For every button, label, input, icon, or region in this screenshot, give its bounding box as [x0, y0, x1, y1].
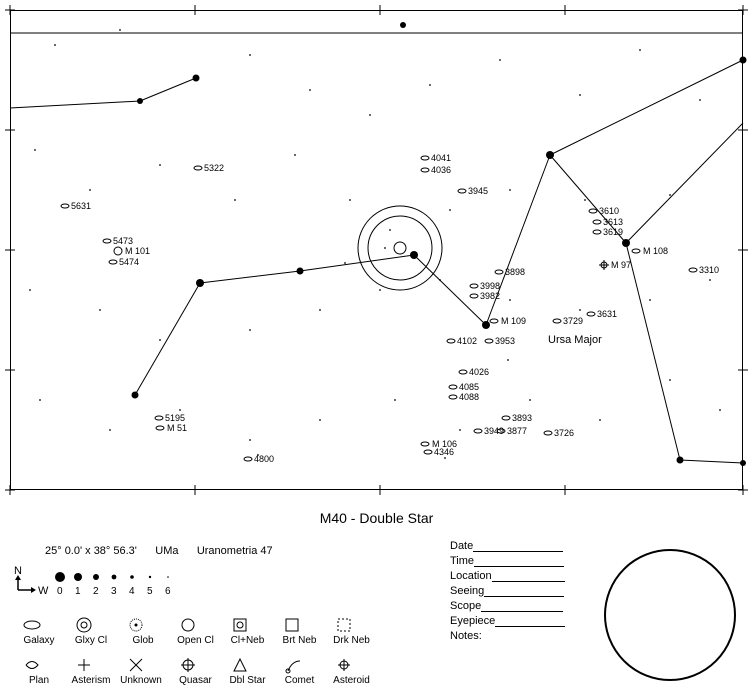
svg-text:M 109: M 109: [501, 316, 526, 326]
svg-text:3949: 3949: [484, 426, 504, 436]
svg-text:M 108: M 108: [643, 246, 668, 256]
form-location: Location: [450, 570, 565, 582]
svg-text:4026: 4026: [469, 367, 489, 377]
svg-text:4085: 4085: [459, 382, 479, 392]
svg-text:4102: 4102: [457, 336, 477, 346]
svg-text:3610: 3610: [599, 206, 619, 216]
svg-text:3953: 3953: [495, 336, 515, 346]
svg-text:6: 6: [165, 586, 171, 597]
svg-text:3945: 3945: [468, 186, 488, 196]
svg-text:3613: 3613: [603, 217, 623, 227]
svg-text:4088: 4088: [459, 392, 479, 402]
observation-circle: [600, 540, 750, 690]
leg-asteroid: Asteroid: [324, 675, 379, 686]
leg-dblstar: Dbl Star: [220, 675, 275, 686]
svg-text:5: 5: [147, 586, 153, 597]
svg-text:M 106: M 106: [432, 439, 457, 449]
const-abbr: UMa: [155, 545, 178, 557]
svg-text:4: 4: [129, 586, 135, 597]
leg-glob: Glob: [118, 635, 168, 646]
leg-galaxy: Galaxy: [14, 635, 64, 646]
svg-text:3893: 3893: [512, 413, 532, 423]
svg-text:M 97: M 97: [611, 260, 631, 270]
svg-text:4800: 4800: [254, 454, 274, 464]
form-scope: Scope: [450, 600, 563, 612]
coords-label: 25° 0.0' x 38° 56.3' UMa Uranometria 47: [45, 545, 273, 557]
leg-comet: Comet: [272, 675, 327, 686]
form-eyepiece: Eyepiece: [450, 615, 565, 627]
svg-text:2: 2: [93, 586, 99, 597]
compass-w: W: [38, 585, 49, 597]
svg-text:1: 1: [75, 586, 81, 597]
svg-text:3877: 3877: [507, 426, 527, 436]
compass-mag-scale: N W 0 1 2 3 4 5 6: [12, 562, 212, 612]
svg-text:3: 3: [111, 586, 117, 597]
leg-unknown: Unknown: [112, 675, 170, 686]
leg-brtneb: Brt Neb: [272, 635, 327, 646]
form-seeing: Seeing: [450, 585, 564, 597]
leg-opencl: Open Cl: [168, 635, 223, 646]
svg-text:3310: 3310: [699, 265, 719, 275]
svg-text:5322: 5322: [204, 163, 224, 173]
svg-text:4036: 4036: [431, 165, 451, 175]
chart-svg: 5631 5322 5473 5474 5195 4041 4036 3945 36103613…: [0, 0, 753, 500]
svg-text:5631: 5631: [71, 201, 91, 211]
svg-text:3998: 3998: [480, 281, 500, 291]
svg-text:3619: 3619: [603, 227, 623, 237]
constellation-name-label: Ursa Major: [548, 335, 602, 346]
svg-text:5195: 5195: [165, 413, 185, 423]
svg-text:M 51: M 51: [167, 423, 187, 433]
leg-drkneb: Drk Neb: [324, 635, 379, 646]
svg-text:4041: 4041: [431, 153, 451, 163]
form-notes: Notes:: [450, 630, 482, 642]
svg-text:3729: 3729: [563, 316, 583, 326]
form-time: Time: [450, 555, 564, 567]
svg-text:5474: 5474: [119, 257, 139, 267]
svg-text:3631: 3631: [597, 309, 617, 319]
leg-plan: Plan: [14, 675, 64, 686]
svg-text:3726: 3726: [554, 428, 574, 438]
svg-text:3898: 3898: [505, 267, 525, 277]
svg-text:5473: 5473: [113, 236, 133, 246]
svg-text:M 101: M 101: [125, 246, 150, 256]
leg-quasar: Quasar: [168, 675, 223, 686]
coords-value: 25° 0.0' x 38° 56.3': [45, 545, 137, 557]
atlas-ref: Uranometria 47: [197, 545, 273, 557]
chart-title: M40 - Double Star: [0, 510, 753, 526]
svg-text:0: 0: [57, 586, 63, 597]
form-date: Date: [450, 540, 563, 552]
svg-text:3982: 3982: [480, 291, 500, 301]
leg-clneb: Cl+Neb: [220, 635, 275, 646]
leg-glxycl: Glxy Cl: [66, 635, 116, 646]
